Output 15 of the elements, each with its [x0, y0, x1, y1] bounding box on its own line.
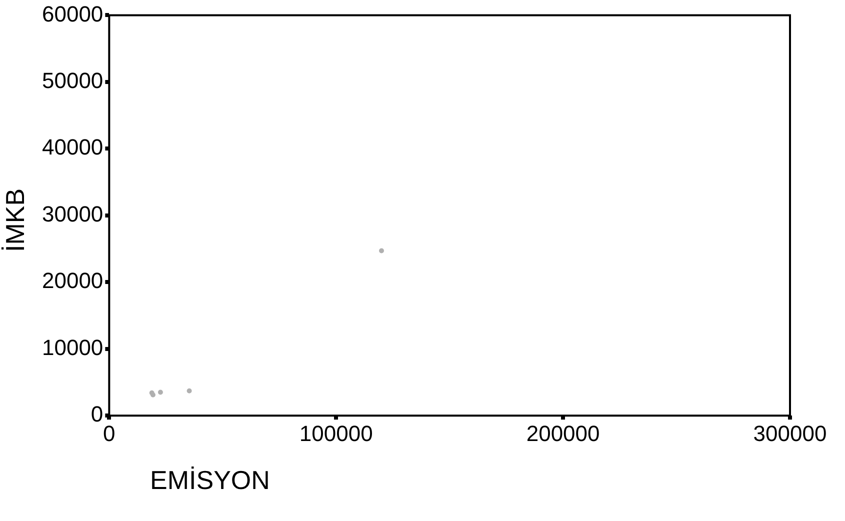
x-tick-label: 100000: [299, 420, 373, 446]
x-tick-label: 300000: [753, 420, 827, 446]
y-tick-label: 50000: [42, 68, 104, 93]
point: [186, 388, 192, 394]
y-tick-label: 20000: [42, 268, 104, 294]
y-tick-label: 60000: [42, 1, 104, 26]
y-axis-title: İMKB: [0, 188, 31, 252]
y-tick-label: 0: [90, 402, 104, 427]
point: [158, 390, 163, 395]
y-tick-label: 10000: [42, 334, 104, 360]
x-tick-label: 200000: [526, 420, 600, 446]
y-tick-label: 40000: [42, 134, 104, 160]
point: [379, 248, 384, 254]
x-axis-title: EMİSYON: [150, 465, 270, 496]
y-tick-label: 30000: [42, 201, 104, 226]
